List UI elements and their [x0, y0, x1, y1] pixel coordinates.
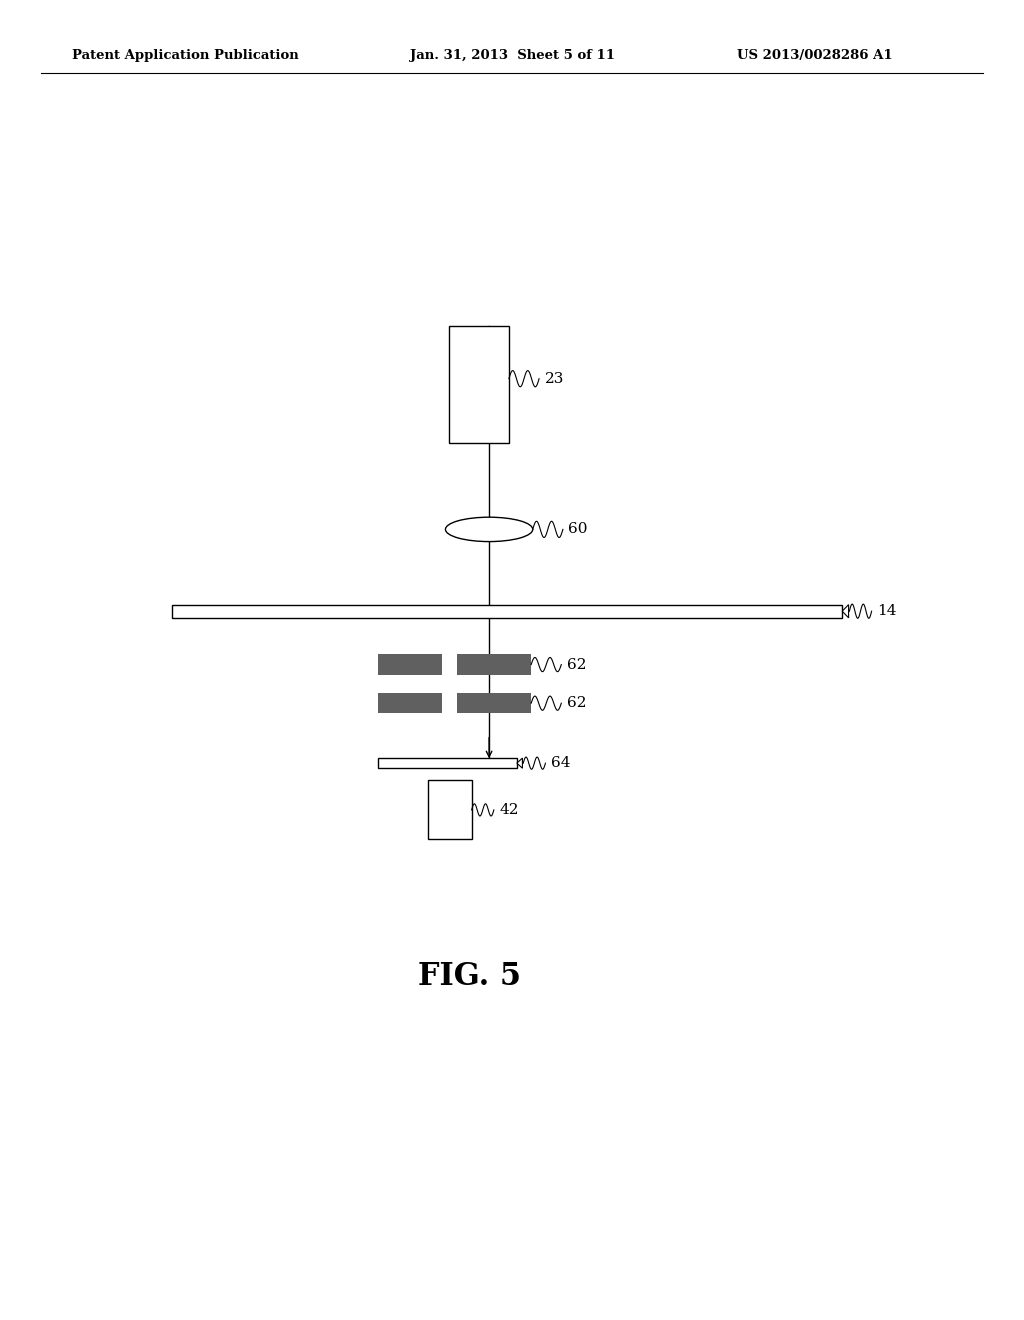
Bar — [450, 326, 509, 444]
Bar — [458, 655, 531, 675]
Text: 62: 62 — [567, 696, 587, 710]
Polygon shape — [517, 758, 522, 768]
Bar — [378, 693, 442, 713]
Bar — [378, 655, 442, 675]
Text: 23: 23 — [545, 372, 564, 385]
Text: 14: 14 — [878, 605, 897, 618]
Polygon shape — [842, 605, 849, 618]
Text: 42: 42 — [500, 803, 519, 817]
Text: 62: 62 — [567, 657, 587, 672]
Text: Jan. 31, 2013  Sheet 5 of 11: Jan. 31, 2013 Sheet 5 of 11 — [410, 49, 614, 62]
Bar — [378, 758, 517, 768]
Bar — [428, 780, 472, 840]
Ellipse shape — [445, 517, 532, 541]
Text: FIG. 5: FIG. 5 — [418, 961, 520, 993]
Bar — [458, 693, 531, 713]
Text: US 2013/0028286 A1: US 2013/0028286 A1 — [737, 49, 893, 62]
Text: 60: 60 — [568, 523, 588, 536]
Text: 64: 64 — [551, 756, 570, 770]
Bar — [172, 605, 842, 618]
Text: Patent Application Publication: Patent Application Publication — [72, 49, 298, 62]
